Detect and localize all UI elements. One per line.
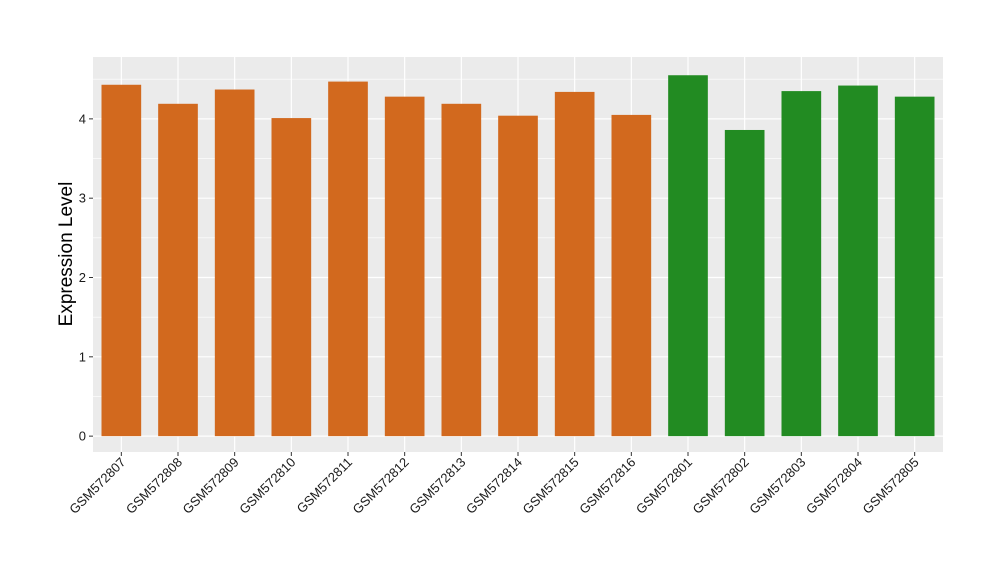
y-axis: 0 1 2 3 4 bbox=[79, 111, 93, 444]
bar-GSM572802 bbox=[724, 129, 765, 437]
bar-GSM572812 bbox=[384, 96, 425, 437]
x-tick-label: GSM572813 bbox=[406, 455, 468, 517]
x-tick-label: GSM572803 bbox=[746, 455, 808, 517]
bar-GSM572808 bbox=[158, 103, 198, 437]
bars bbox=[101, 75, 935, 437]
y-axis-title: Expression Level bbox=[56, 182, 77, 327]
x-axis: GSM572807GSM572808GSM572809GSM572810GSM5… bbox=[66, 452, 922, 517]
x-tick-label: GSM572814 bbox=[463, 455, 525, 517]
bar-GSM572807 bbox=[101, 84, 142, 437]
y-tick-label: 1 bbox=[79, 349, 86, 364]
bar-GSM572810 bbox=[271, 118, 312, 437]
bar-GSM572803 bbox=[781, 91, 822, 437]
x-tick-label: GSM572810 bbox=[236, 455, 298, 517]
bar-GSM572816 bbox=[611, 114, 652, 437]
y-tick-label: 4 bbox=[79, 111, 86, 126]
bar-GSM572805 bbox=[894, 96, 935, 437]
bar-GSM572804 bbox=[838, 85, 878, 437]
x-tick-label: GSM572802 bbox=[690, 455, 752, 517]
bar-GSM572801 bbox=[668, 75, 708, 437]
y-tick-label: 2 bbox=[79, 270, 86, 285]
bar-GSM572815 bbox=[554, 91, 595, 437]
x-tick-label: GSM572808 bbox=[123, 455, 185, 517]
x-tick-label: GSM572801 bbox=[633, 455, 695, 517]
x-tick-label: GSM572811 bbox=[294, 455, 356, 517]
x-tick-label: GSM572816 bbox=[576, 455, 638, 517]
y-tick-label: 0 bbox=[79, 429, 86, 444]
y-tick-label: 3 bbox=[79, 191, 86, 206]
x-tick-label: GSM572809 bbox=[180, 455, 242, 517]
bar-GSM572809 bbox=[214, 89, 255, 437]
x-tick-label: GSM572815 bbox=[520, 455, 582, 517]
x-tick-label: GSM572807 bbox=[66, 455, 128, 517]
x-tick-label: GSM572805 bbox=[860, 455, 922, 517]
x-tick-label: GSM572804 bbox=[803, 455, 865, 517]
x-tick-label: GSM572812 bbox=[350, 455, 412, 517]
bar-GSM572811 bbox=[328, 81, 368, 437]
bar-GSM572813 bbox=[441, 103, 482, 437]
bar-GSM572814 bbox=[498, 115, 538, 437]
